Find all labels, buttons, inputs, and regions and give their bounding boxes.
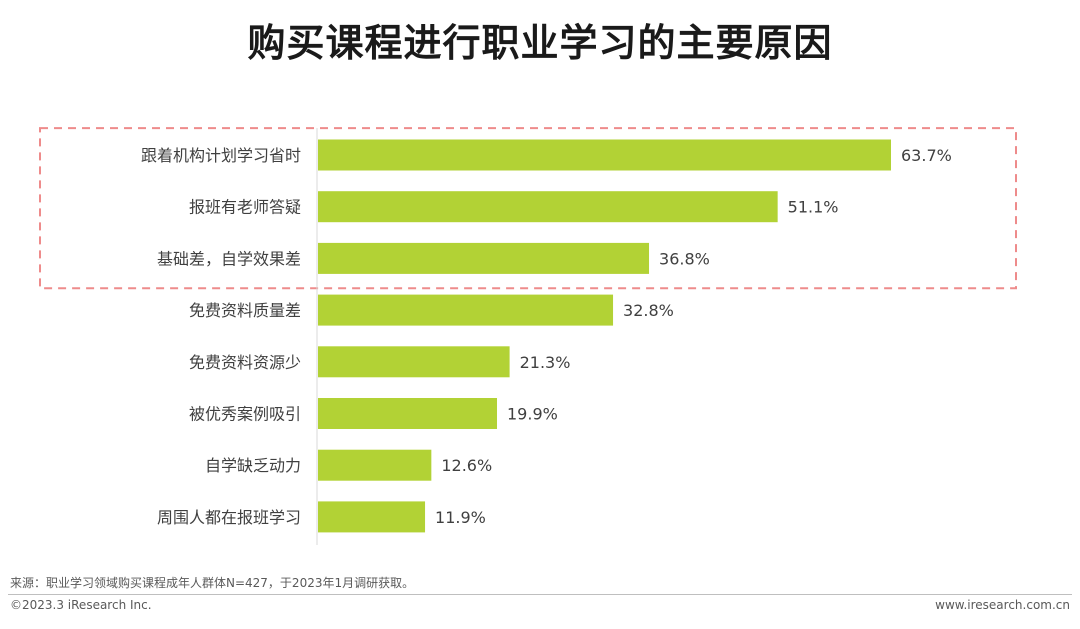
value-label: 12.6%	[441, 456, 492, 475]
bar	[318, 501, 426, 533]
bar	[318, 398, 498, 429]
bar-chart: 跟着机构计划学习省时 63.7% 报班有老师答疑 51.1% 基础差，自学效果差 36.8…	[39, 127, 1017, 545]
value-label: 19.9%	[507, 405, 558, 424]
bar	[318, 294, 614, 326]
bar	[318, 191, 778, 223]
chart-title: 购买课程进行职业学习的主要原因	[247, 21, 833, 65]
category-label: 基础差，自学效果差	[157, 249, 301, 268]
value-label: 51.1%	[788, 198, 839, 217]
value-label: 21.3%	[520, 353, 571, 372]
category-label: 免费资料资源少	[189, 353, 301, 372]
bar	[318, 242, 650, 274]
value-label: 36.8%	[659, 249, 710, 268]
category-label: 周围人都在报班学习	[157, 508, 301, 527]
bar	[318, 346, 510, 378]
category-label: 被优秀案例吸引	[189, 405, 301, 424]
value-label: 11.9%	[435, 508, 486, 527]
source-note: 来源：职业学习领域购买课程成年人群体N=427，于2023年1月调研获取。	[10, 576, 415, 590]
copyright: ©2023.3 iResearch Inc.	[10, 598, 152, 612]
highlight-box	[39, 127, 1017, 290]
value-label: 63.7%	[901, 146, 952, 165]
value-label: 32.8%	[623, 301, 674, 320]
category-label: 跟着机构计划学习省时	[141, 146, 301, 165]
bar	[318, 139, 891, 171]
website-url: www.iresearch.com.cn	[935, 598, 1070, 612]
category-label: 免费资料质量差	[189, 301, 301, 320]
category-label: 自学缺乏动力	[205, 456, 301, 475]
footer-divider	[8, 594, 1072, 595]
bar	[318, 449, 432, 481]
category-label: 报班有老师答疑	[189, 198, 301, 217]
